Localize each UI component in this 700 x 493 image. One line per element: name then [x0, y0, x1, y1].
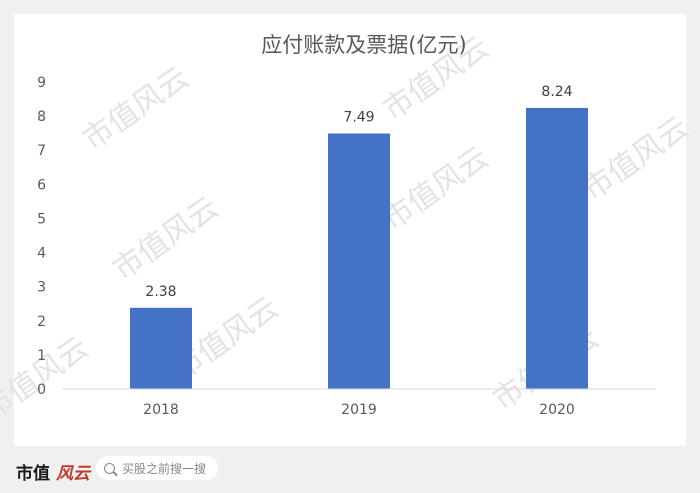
brand-text: 市值 — [16, 464, 50, 484]
bar-2019 — [328, 133, 390, 389]
y-tick-label: 0 — [37, 382, 46, 398]
y-tick-label: 9 — [37, 75, 46, 91]
bar-chart: 应付账款及票据(亿元) 0 1 2 3 4 5 6 7 8 9 2.38 7.49 8.24 2018… — [37, 33, 656, 418]
y-tick-label: 3 — [37, 280, 46, 296]
footer: 市值 风云 买股之前搜一搜 — [0, 446, 700, 493]
y-tick-label: 6 — [37, 177, 46, 193]
x-axis: 2018 2019 2020 — [62, 388, 656, 418]
x-tick-label: 2019 — [341, 402, 377, 418]
brand-logo-mark: 风云 — [56, 464, 90, 484]
x-tick-label: 2020 — [539, 402, 575, 418]
y-tick-label: 5 — [37, 211, 46, 227]
y-tick-label: 8 — [37, 109, 46, 125]
brand-logo: 市值 风云 — [16, 459, 94, 484]
data-label: 8.24 — [541, 84, 572, 100]
chart-card: 市值风云 市值风云 市值风云 市值风云 市值风云 市值风云 市值风云 市值风云 … — [0, 14, 695, 446]
search-placeholder: 买股之前搜一搜 — [122, 461, 207, 476]
bar-2020 — [526, 107, 588, 390]
data-label: 2.38 — [145, 284, 176, 300]
bar-2018 — [130, 307, 192, 389]
search-box[interactable]: 买股之前搜一搜 — [96, 456, 219, 480]
y-tick-label: 7 — [37, 143, 46, 159]
y-tick-label: 4 — [37, 246, 46, 262]
y-tick-label: 1 — [37, 348, 46, 364]
bars: 2.38 7.49 8.24 — [130, 84, 588, 390]
y-axis: 0 1 2 3 4 5 6 7 8 9 — [37, 75, 46, 398]
y-tick-label: 2 — [37, 314, 46, 330]
data-label: 7.49 — [343, 110, 374, 126]
x-tick-label: 2018 — [143, 402, 179, 418]
chart-title: 应付账款及票据(亿元) — [261, 33, 466, 57]
search-icon — [104, 462, 115, 474]
